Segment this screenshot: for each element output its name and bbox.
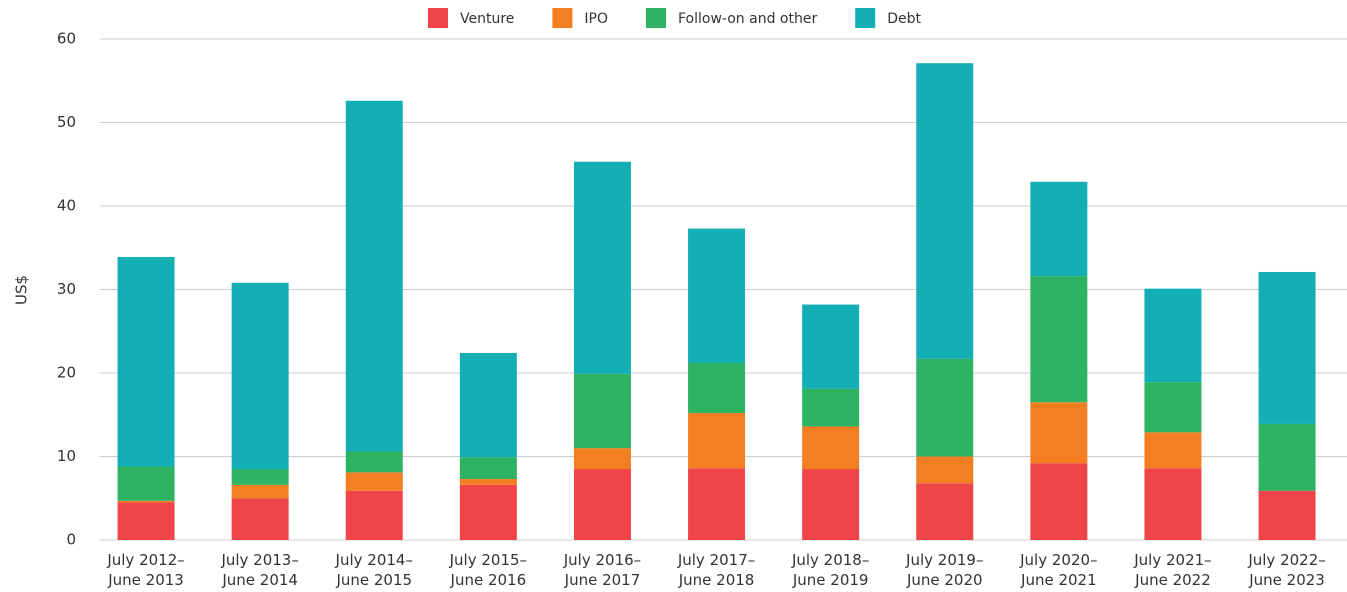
bar-segment <box>802 426 860 470</box>
bar-segment <box>688 362 746 414</box>
bar-segment <box>1258 423 1316 491</box>
bar-segment <box>459 457 517 480</box>
x-tick-label: July 2020– June 2021 <box>1019 551 1097 589</box>
bar-segment <box>573 448 631 470</box>
x-tick-label: July 2018– June 2019 <box>791 551 869 589</box>
bar-segment <box>1030 181 1088 277</box>
bar-segment <box>117 466 175 501</box>
legend-label: Follow-on and other <box>678 11 817 27</box>
bar-segment <box>1030 463 1088 540</box>
bar-segment <box>1258 271 1316 424</box>
x-tick-label: July 2013– June 2014 <box>220 551 298 589</box>
bar-segment <box>802 469 860 540</box>
y-tick-label: 40 <box>57 197 76 215</box>
bar-segment <box>345 472 403 491</box>
legend-swatch <box>855 8 876 28</box>
x-tick-label: July 2021– June 2022 <box>1133 551 1211 589</box>
bar-segment <box>802 304 860 389</box>
bar-segment <box>1144 382 1202 433</box>
bar-segment <box>573 161 631 374</box>
bar-segment <box>916 483 974 540</box>
bar-segment <box>459 484 517 540</box>
x-tick-label: July 2017– June 2018 <box>677 551 755 589</box>
bar-segment <box>345 100 403 452</box>
legend-label: Debt <box>887 11 921 27</box>
bar-segment <box>688 413 746 469</box>
bar-segment <box>916 456 974 484</box>
bar-segment <box>1030 276 1088 403</box>
legend-swatch <box>428 8 448 28</box>
x-tick-label: July 2019– June 2020 <box>905 551 983 589</box>
bar-segment <box>117 502 175 540</box>
bar-segment <box>231 498 289 540</box>
legend-label: Venture <box>460 11 514 27</box>
bar-segment <box>1144 288 1202 383</box>
y-tick-label: 60 <box>57 30 76 48</box>
y-tick-label: 30 <box>57 280 76 298</box>
bar-segment <box>1144 432 1202 469</box>
bar-segment <box>802 388 860 427</box>
bar-segment <box>231 469 289 485</box>
y-tick-label: 50 <box>57 113 76 131</box>
bar-segment <box>117 256 175 467</box>
x-tick-label: July 2022– June 2023 <box>1247 551 1325 589</box>
y-tick-label: 0 <box>66 531 76 549</box>
y-tick-label: 20 <box>57 364 76 382</box>
x-tick-label: July 2016– June 2017 <box>563 551 641 589</box>
bar-segment <box>573 373 631 449</box>
bar-segment <box>231 484 289 499</box>
bar-segment <box>916 63 974 359</box>
bar-segment <box>1030 402 1088 464</box>
x-tick-label: July 2014– June 2015 <box>335 551 413 589</box>
bar-segment <box>573 469 631 540</box>
bar-segment <box>1144 468 1202 540</box>
y-tick-label: 10 <box>57 447 76 465</box>
bar-segment <box>916 358 974 457</box>
legend-swatch <box>646 8 666 28</box>
bar-segment <box>345 490 403 540</box>
bar-segment <box>459 352 517 458</box>
bar-segment <box>459 479 517 485</box>
bar-segment <box>688 228 746 363</box>
bar-segment <box>117 500 175 503</box>
bar-segment <box>231 282 289 470</box>
bar-segment <box>1258 490 1316 540</box>
legend-label: IPO <box>584 11 608 27</box>
y-axis-label: US$ <box>13 275 31 305</box>
legend-swatch <box>552 8 573 28</box>
bar-segment <box>345 451 403 473</box>
bar-segment <box>688 468 746 540</box>
x-tick-label: July 2012– June 2013 <box>106 551 184 589</box>
x-tick-label: July 2015– June 2016 <box>449 551 527 589</box>
